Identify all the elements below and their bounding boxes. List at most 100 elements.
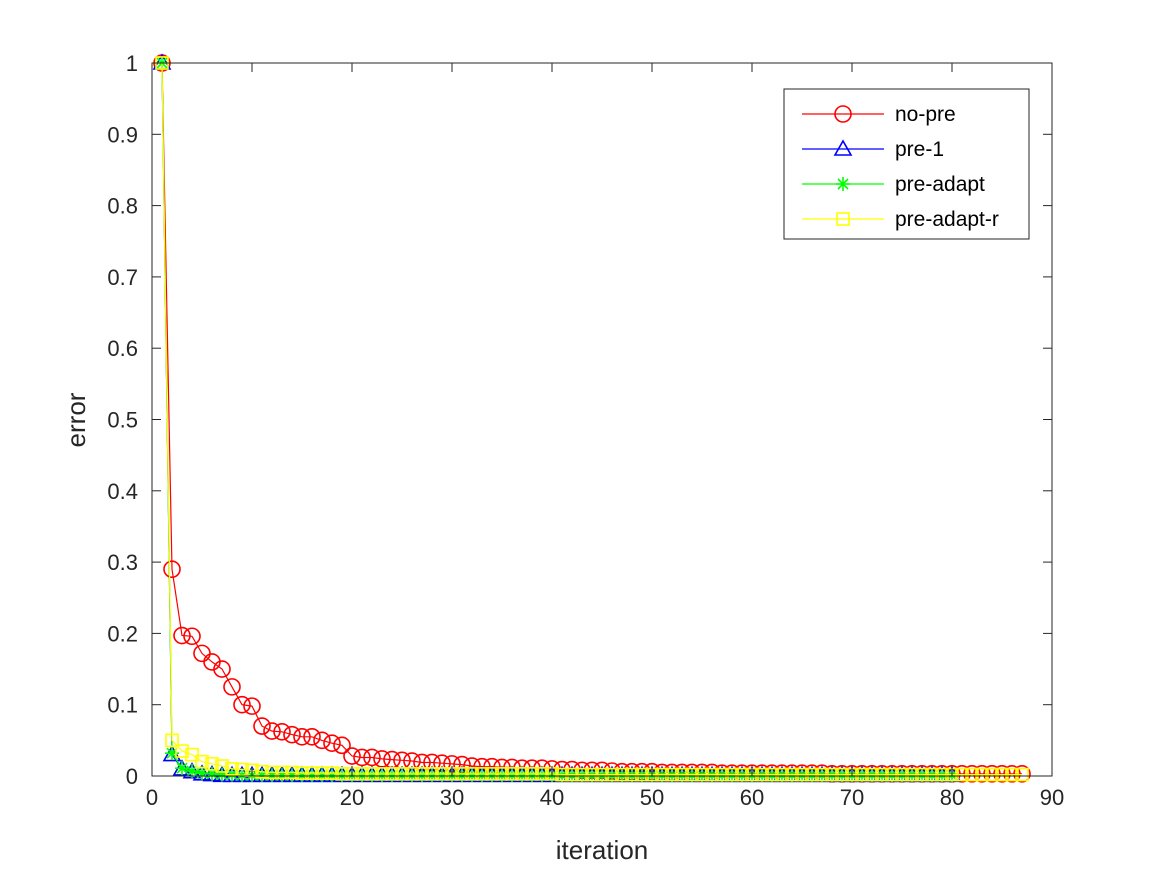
series-pre-adapt-r-point-shape [285,765,299,780]
series-pre-adapt-r-point-shape [795,767,809,782]
series-pre-adapt-point-shape [315,768,329,783]
series-pre-adapt-point-shape [515,768,529,783]
series-no-pre-point [163,560,181,579]
series-pre-adapt-point-shape [935,768,949,783]
series-pre-adapt-point-shape [795,768,809,783]
series-pre-adapt-point-shape [195,766,209,781]
series-no-pre-point-shape [363,748,381,767]
series-no-pre-point [993,765,1011,783]
series-pre-adapt-point [175,761,189,776]
series-pre-adapt-r-point [455,767,469,781]
series-no-pre-point-shape [253,717,271,735]
series-pre-adapt-point [495,768,509,783]
series-no-pre-point-shape [313,731,331,750]
series-pre-adapt-r-point-shape [455,767,469,781]
series-pre-adapt-r-point-shape [575,767,589,782]
series-pre-adapt-r-point [635,767,649,782]
legend-marker-no-pre [834,105,852,123]
series-pre-adapt-point [795,768,809,783]
series-pre-adapt-r-point [785,767,799,782]
series-no-pre-point-shape [263,722,281,740]
series-pre-adapt-point [865,768,879,783]
series-pre-adapt-r-point-shape [585,767,599,782]
series-pre-adapt-point [625,768,639,783]
series-pre-adapt-r-point [275,765,289,780]
series-pre-adapt-r-point-shape [775,767,789,782]
series-no-pre-point [283,725,301,744]
series-pre-adapt-point-shape [605,768,619,783]
series-no-pre-point [963,765,981,783]
series-no-pre-point [973,765,991,783]
series-pre-adapt-point-shape [485,768,499,783]
series-pre-adapt-r-point-shape [685,767,699,782]
series-pre-adapt-r-point-shape [835,767,849,782]
series-pre-adapt-point [425,768,439,783]
series-pre-adapt-point [485,768,499,783]
series-pre-adapt-point-shape [635,768,649,783]
series-pre-adapt-r-point [355,767,369,781]
series-pre-adapt-point [605,768,619,783]
legend-label-pre-adapt-r: pre-adapt-r [895,208,999,231]
series-no-pre-point [183,627,201,646]
series-pre-adapt-point [815,768,829,783]
series-pre-adapt-point-shape [675,768,689,783]
series-pre-adapt-point [535,768,549,783]
series-pre-adapt-r-point [565,767,579,782]
series-pre-adapt-r-point [795,767,809,782]
series-no-pre-point [233,695,251,714]
series-pre-adapt-point [595,768,609,783]
series-pre-adapt-r-point [315,766,329,780]
y-tick-label: 0.6 [107,336,138,361]
series-pre-adapt-r-point [475,767,489,781]
series-pre-adapt-r-point [895,767,909,782]
series-pre-adapt-r-point-shape [225,762,239,776]
series-pre-adapt-point [665,768,679,783]
series-pre-adapt-r-point-shape [535,767,549,781]
series-pre-adapt-point-shape [565,768,579,783]
series-pre-adapt-r-point [965,767,979,782]
series-no-pre-point-shape [283,725,301,744]
series-pre-adapt-r-point-shape [675,767,689,782]
series-pre-adapt-r-point [1005,767,1019,782]
legend-symbol-pre-adapt [802,177,884,191]
series-pre-adapt-point-shape [585,768,599,783]
series-pre-adapt-point-shape [185,764,199,779]
x-tick-label: 20 [340,785,364,810]
series-pre-adapt-point [575,768,589,783]
series-pre-adapt-r-point-shape [375,767,389,781]
series-pre-adapt-point-shape [495,768,509,783]
legend-marker-pre-adapt [836,177,850,191]
series-pre-adapt-point-shape [455,768,469,783]
legend-marker-pre-adapt-r [836,212,850,226]
series-pre-adapt-r-point-shape [955,767,969,782]
series-pre-adapt-r-point [535,767,549,781]
legend-label-pre-adapt: pre-adapt [895,173,985,196]
series-pre-adapt-r-point [505,767,519,781]
series-pre-adapt-point-shape [595,768,609,783]
series-no-pre-point [333,736,351,755]
series-pre-adapt-r-point-shape [885,767,899,782]
series-pre-adapt-point [835,768,849,783]
series-pre-adapt-point [255,768,269,783]
series-no-pre-point-shape [223,678,241,696]
series-pre-adapt-r-point-shape [595,767,609,782]
series-no-pre-point [173,626,191,645]
series-no-pre-point-shape [303,727,321,746]
series-pre-adapt-r-point [605,767,619,782]
x-tick-label: 60 [740,785,764,810]
series-no-pre-point-shape [163,560,181,579]
series-pre-adapt-r-point-shape [305,766,319,780]
series-no-pre-point-shape [353,748,371,767]
series-pre-adapt-r-point [675,767,689,782]
x-tick-label: 0 [146,785,158,810]
series-pre-adapt-point [205,766,219,781]
series-pre-adapt-point-shape [815,768,829,783]
series-pre-adapt-r-point-shape [715,767,729,782]
series-pre-adapt-point [875,768,889,783]
series-pre-adapt-r-point-shape [765,767,779,782]
series-pre-adapt-r-point [765,767,779,782]
series-pre-adapt-r-point-shape [785,767,799,782]
series-pre-adapt-point [565,768,579,783]
series-pre-adapt-point-shape [265,768,279,783]
series-pre-adapt-r-point-shape [415,767,429,781]
